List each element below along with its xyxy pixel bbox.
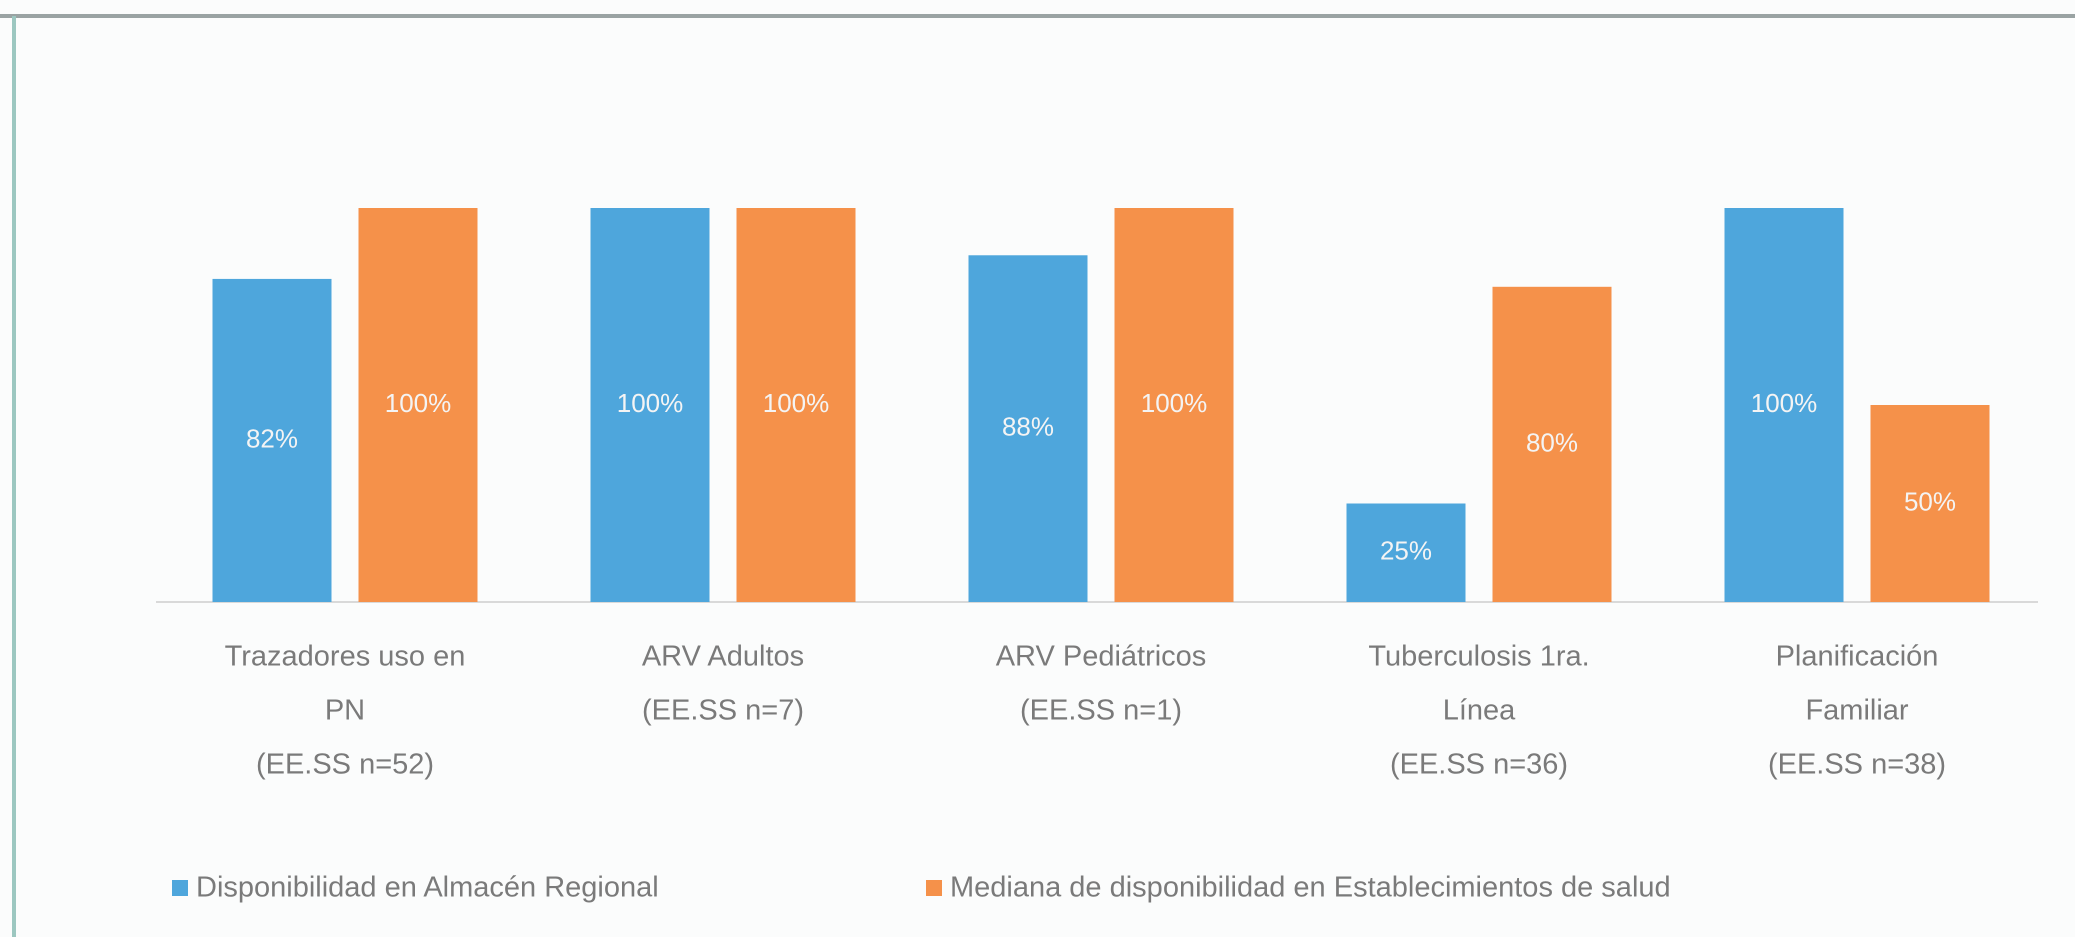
x-tick-label: Planificación [1776, 641, 1939, 673]
x-tick-label: Trazadores uso en [225, 641, 466, 673]
value-label: 82% [246, 423, 298, 453]
bar [1492, 286, 1612, 602]
x-tick-label: (EE.SS n=1) [1020, 695, 1182, 727]
bar [358, 208, 478, 602]
value-label: 100% [617, 388, 684, 418]
bar [1870, 405, 1990, 602]
bar [968, 255, 1088, 602]
x-tick-label: (EE.SS n=7) [642, 695, 804, 727]
value-label: 50% [1904, 486, 1956, 516]
legend-swatch [926, 880, 942, 896]
x-tick-label: (EE.SS n=36) [1390, 749, 1568, 781]
x-tick-label: ARV Pediátricos [996, 641, 1207, 673]
bar [736, 208, 856, 602]
x-tick-label: Línea [1443, 695, 1516, 727]
value-label: 100% [385, 388, 452, 418]
x-tick-label: ARV Adultos [642, 641, 804, 673]
value-label: 25% [1380, 536, 1432, 566]
x-tick-label: Familiar [1805, 695, 1908, 727]
x-tick-label: PN [325, 695, 365, 727]
value-label: 100% [1751, 388, 1818, 418]
value-label: 88% [1002, 412, 1054, 442]
legend-label: Mediana de disponibilidad en Establecimi… [950, 872, 1671, 904]
x-tick-label: (EE.SS n=52) [256, 749, 434, 781]
value-label: 80% [1526, 427, 1578, 457]
bar [590, 208, 710, 602]
value-label: 100% [763, 388, 830, 418]
legend-swatch [172, 880, 188, 896]
bar [1346, 503, 1466, 602]
value-label: 100% [1141, 388, 1208, 418]
bar [1724, 208, 1844, 602]
x-tick-label: (EE.SS n=38) [1768, 749, 1946, 781]
x-tick-label: Tuberculosis 1ra. [1368, 641, 1589, 673]
legend-label: Disponibilidad en Almacén Regional [196, 872, 659, 904]
bar [1114, 208, 1234, 602]
bar [212, 278, 332, 602]
